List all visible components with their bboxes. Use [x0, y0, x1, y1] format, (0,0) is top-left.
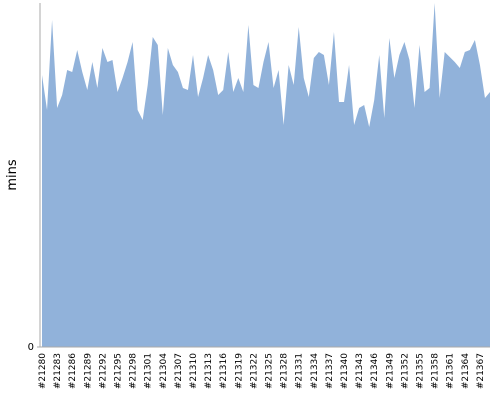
x-tick-label: #21319 [234, 353, 244, 389]
x-tick-label: #21367 [476, 353, 486, 389]
x-tick-label: #21364 [461, 353, 471, 389]
x-tick-label: #21313 [204, 353, 214, 389]
x-tick-label: #21289 [83, 353, 93, 389]
x-tick-label: #21328 [280, 353, 290, 389]
x-tick-label: #21292 [98, 353, 108, 389]
y-tick-label: 0 [28, 342, 34, 353]
x-tick-label: #21331 [295, 353, 305, 389]
x-tick-label: #21355 [416, 353, 426, 389]
x-tick-label: #21304 [159, 353, 169, 389]
x-tick-label: #21334 [310, 353, 320, 389]
x-tick-label: #21337 [325, 353, 335, 389]
x-tick-label: #21295 [114, 353, 124, 389]
x-tick-label: #21340 [340, 353, 350, 389]
x-tick-label: #21298 [129, 353, 139, 389]
x-tick-label: #21361 [446, 353, 456, 389]
x-tick-label: #21283 [53, 353, 63, 389]
x-tick-label: #21301 [144, 353, 154, 389]
x-tick-label: #21322 [249, 353, 259, 389]
x-tick-label: #21325 [265, 353, 275, 389]
x-tick-label: #21349 [385, 353, 395, 389]
x-tick-label: #21358 [431, 353, 441, 389]
x-tick-label: #21343 [355, 353, 365, 389]
x-tick-label: #21310 [189, 353, 199, 389]
x-tick-label: #21286 [68, 353, 78, 389]
x-tick-label: #21316 [219, 353, 229, 389]
x-tick-label: #21280 [38, 353, 48, 389]
x-tick-label: #21352 [400, 353, 410, 389]
x-tick-label: #21346 [370, 353, 380, 389]
area [42, 3, 490, 347]
y-axis-label: mins [5, 159, 20, 191]
x-tick-label: #21307 [174, 353, 184, 389]
